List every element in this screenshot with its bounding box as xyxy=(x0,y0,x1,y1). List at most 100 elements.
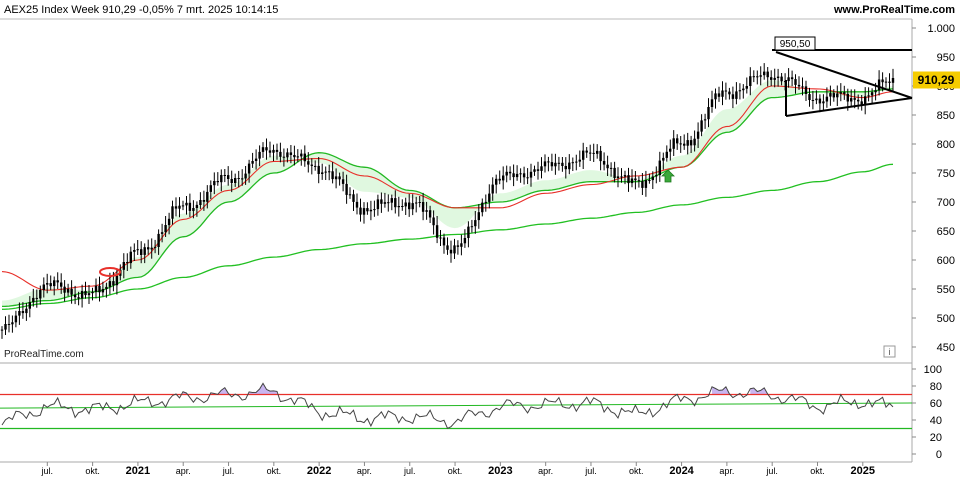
candle xyxy=(797,76,801,90)
candle xyxy=(404,197,407,215)
candle xyxy=(21,302,25,319)
candle xyxy=(171,200,174,225)
candle xyxy=(383,192,387,208)
candle xyxy=(676,134,679,150)
price-tag-box xyxy=(913,71,960,89)
candle xyxy=(877,70,881,96)
candle xyxy=(286,148,289,163)
candle xyxy=(213,172,216,195)
candle xyxy=(825,87,829,108)
candle xyxy=(247,159,251,183)
candle xyxy=(32,288,35,307)
candle xyxy=(780,73,783,86)
candle xyxy=(540,157,543,179)
candle xyxy=(279,142,282,163)
candle xyxy=(829,85,832,106)
candle xyxy=(98,276,101,302)
candle xyxy=(355,193,359,215)
candle xyxy=(763,63,766,80)
candle xyxy=(804,80,808,101)
candle xyxy=(39,285,42,305)
candle xyxy=(557,156,561,171)
candle xyxy=(334,168,338,189)
candle xyxy=(738,83,742,100)
candle xyxy=(790,70,794,87)
candle xyxy=(153,239,157,254)
candle xyxy=(73,285,77,305)
candle xyxy=(818,94,822,113)
candle xyxy=(655,166,658,184)
candle xyxy=(460,234,463,256)
candle xyxy=(672,130,675,156)
candle xyxy=(822,94,825,111)
candle xyxy=(616,167,620,188)
candle xyxy=(502,166,505,190)
rsi-tick-label: 80 xyxy=(930,381,942,393)
time-tick-label: jul. xyxy=(584,466,597,476)
candle xyxy=(0,326,4,339)
candle xyxy=(362,202,366,224)
rsi-tick-label: 0 xyxy=(936,449,942,461)
candle xyxy=(477,204,480,229)
candle xyxy=(439,230,442,246)
candle xyxy=(512,164,515,187)
candle xyxy=(324,166,327,180)
candle xyxy=(533,165,536,176)
lower-trendline[interactable] xyxy=(785,97,913,117)
chart-title: AEX25 Index Week 910,29 -0,05% 7 mrt. 20… xyxy=(4,4,278,16)
upper-trendline[interactable] xyxy=(775,51,913,99)
candle xyxy=(63,280,66,302)
candle xyxy=(637,176,641,188)
candle xyxy=(689,135,693,153)
candle xyxy=(745,77,748,94)
candle xyxy=(369,200,373,221)
time-tick-label: jul. xyxy=(765,466,778,476)
candle xyxy=(857,94,860,110)
candle xyxy=(216,172,219,186)
time-axis: jul. okt. 2021 apr. jul. okt. 2022 apr. jul. okt.… xyxy=(41,462,875,477)
crossover-marker xyxy=(99,267,121,277)
candle xyxy=(310,158,313,175)
info-icon[interactable]: i xyxy=(883,345,896,358)
watermark: ProRealTime.com xyxy=(4,349,84,360)
candle xyxy=(543,154,547,173)
candle xyxy=(77,291,80,306)
candle xyxy=(794,74,797,94)
candle xyxy=(867,87,870,102)
candle xyxy=(56,272,59,289)
candle xyxy=(620,168,623,183)
candle xyxy=(28,296,31,318)
triangle-pattern[interactable] xyxy=(772,49,913,117)
candle xyxy=(648,173,651,184)
candle xyxy=(749,67,752,96)
candle xyxy=(599,146,602,171)
price-tick-label: 650 xyxy=(937,226,955,238)
peak-label-box xyxy=(774,36,816,51)
candle xyxy=(321,163,324,180)
ma-fast-line xyxy=(1,85,894,291)
candle xyxy=(300,149,303,166)
price-tick-label: 450 xyxy=(937,342,955,354)
candle xyxy=(25,303,28,321)
site-url[interactable]: www.ProRealTime.com xyxy=(833,4,955,16)
candle xyxy=(735,82,738,105)
candle xyxy=(390,194,393,211)
time-tick-label: apr. xyxy=(719,466,734,476)
candle xyxy=(80,284,84,308)
candle xyxy=(686,132,689,155)
candle xyxy=(623,170,627,185)
candle xyxy=(759,66,762,86)
candle xyxy=(669,139,672,161)
candle xyxy=(752,70,755,83)
candle xyxy=(241,169,244,186)
price-tick-label: 850 xyxy=(937,110,955,122)
candle xyxy=(884,77,888,88)
candle xyxy=(773,68,776,88)
candle xyxy=(696,122,700,148)
candle xyxy=(519,168,522,183)
time-tick-label: 2023 xyxy=(488,465,512,477)
candle xyxy=(49,275,52,291)
candle xyxy=(613,161,616,183)
candle xyxy=(606,155,609,176)
